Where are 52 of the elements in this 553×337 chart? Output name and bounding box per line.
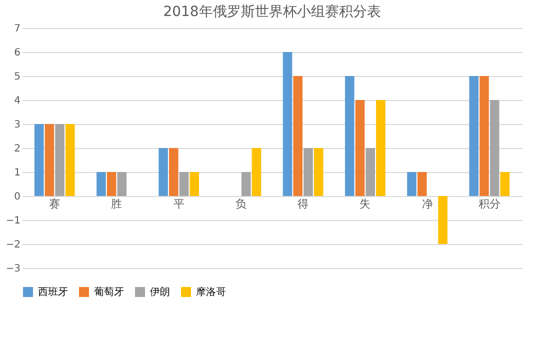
- bar: [293, 76, 303, 196]
- x-tick-label: 得: [298, 198, 309, 210]
- y-tick-label: 1: [14, 168, 20, 178]
- bar: [44, 124, 54, 196]
- bar: [344, 76, 354, 196]
- bar: [417, 172, 427, 196]
- bar: [314, 148, 324, 196]
- y-tick-label: −3: [6, 264, 20, 274]
- legend-label: 伊朗: [150, 286, 170, 298]
- x-tick-label: 失: [360, 198, 371, 210]
- y-tick-label: −1: [6, 216, 20, 226]
- bar: [106, 172, 116, 196]
- bar: [355, 100, 365, 196]
- y-tick-label: 6: [14, 48, 20, 58]
- x-tick-label: 胜: [111, 198, 122, 210]
- bar: [376, 100, 386, 196]
- bar: [438, 196, 448, 244]
- y-tick-label: 2: [14, 144, 20, 154]
- bar: [179, 172, 189, 196]
- y-tick-label: −2: [6, 240, 20, 250]
- bar: [190, 172, 200, 196]
- legend-label: 葡萄牙: [94, 286, 124, 298]
- y-tick-label: 0: [14, 192, 20, 202]
- x-tick-label: 积分: [478, 198, 500, 210]
- x-tick-label: 净: [422, 198, 433, 210]
- bar: [34, 124, 44, 196]
- bar: [500, 172, 510, 196]
- y-tick-label: 7: [14, 24, 20, 34]
- y-tick-label: 3: [14, 120, 20, 130]
- bar: [96, 172, 106, 196]
- bar: [490, 100, 500, 196]
- bar: [65, 124, 75, 196]
- x-tick-label: 负: [235, 198, 246, 210]
- bar: [480, 76, 489, 196]
- x-tick-label: 平: [173, 198, 184, 210]
- y-tick-label: 4: [14, 96, 20, 106]
- bar: [407, 172, 416, 196]
- bar: [55, 124, 64, 196]
- chart-title: 2018年俄罗斯世界杯小组赛积分表: [163, 4, 381, 20]
- bar: [252, 148, 262, 196]
- legend-label: 西班牙: [38, 286, 68, 298]
- bar: [241, 172, 251, 196]
- legend-label: 摩洛哥: [196, 286, 226, 298]
- x-tick-label: 赛: [49, 198, 60, 210]
- y-tick-label: 5: [14, 72, 20, 82]
- bar: [117, 172, 127, 196]
- bar: [304, 148, 313, 196]
- bar: [158, 148, 168, 196]
- bar: [469, 76, 479, 196]
- bar: [366, 148, 375, 196]
- bar: [282, 52, 292, 196]
- bar: [169, 148, 178, 196]
